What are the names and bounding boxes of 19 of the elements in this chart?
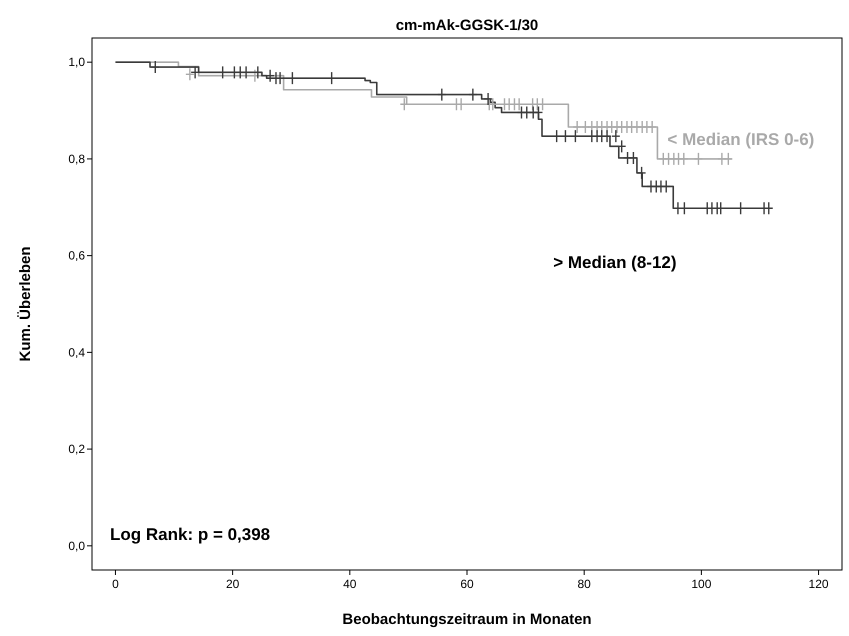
x-tick-label: 80 [578,577,592,591]
text: > Median (8-12) [553,253,677,272]
chart-title: cm-mAk-GGSK-1/30 [396,17,538,34]
y-tick-label: 0,0 [68,538,86,553]
annotation: Log Rank: p = 0,398 [110,525,270,544]
x-tick-label: 0 [112,577,120,591]
x-tick-label: 20 [226,577,240,591]
y-tick-label: 1,0 [68,55,86,70]
x-tick-label: 120 [808,577,829,591]
y-axis-title: Kum. Überleben [17,246,34,362]
x-axis-title: Beobachtungszeitraum in Monaten [342,611,592,628]
y-tick-label: 0,4 [68,345,86,360]
x-tick-label: 60 [460,577,474,591]
x-tick-label: 40 [343,577,357,591]
series-label: < Median (IRS 0-6) [667,130,814,149]
x-tick-label: 100 [691,577,712,591]
y-tick-label: 0,6 [68,248,86,263]
y-tick-label: 0,2 [68,442,86,456]
y-tick-label: 0,8 [68,152,86,166]
